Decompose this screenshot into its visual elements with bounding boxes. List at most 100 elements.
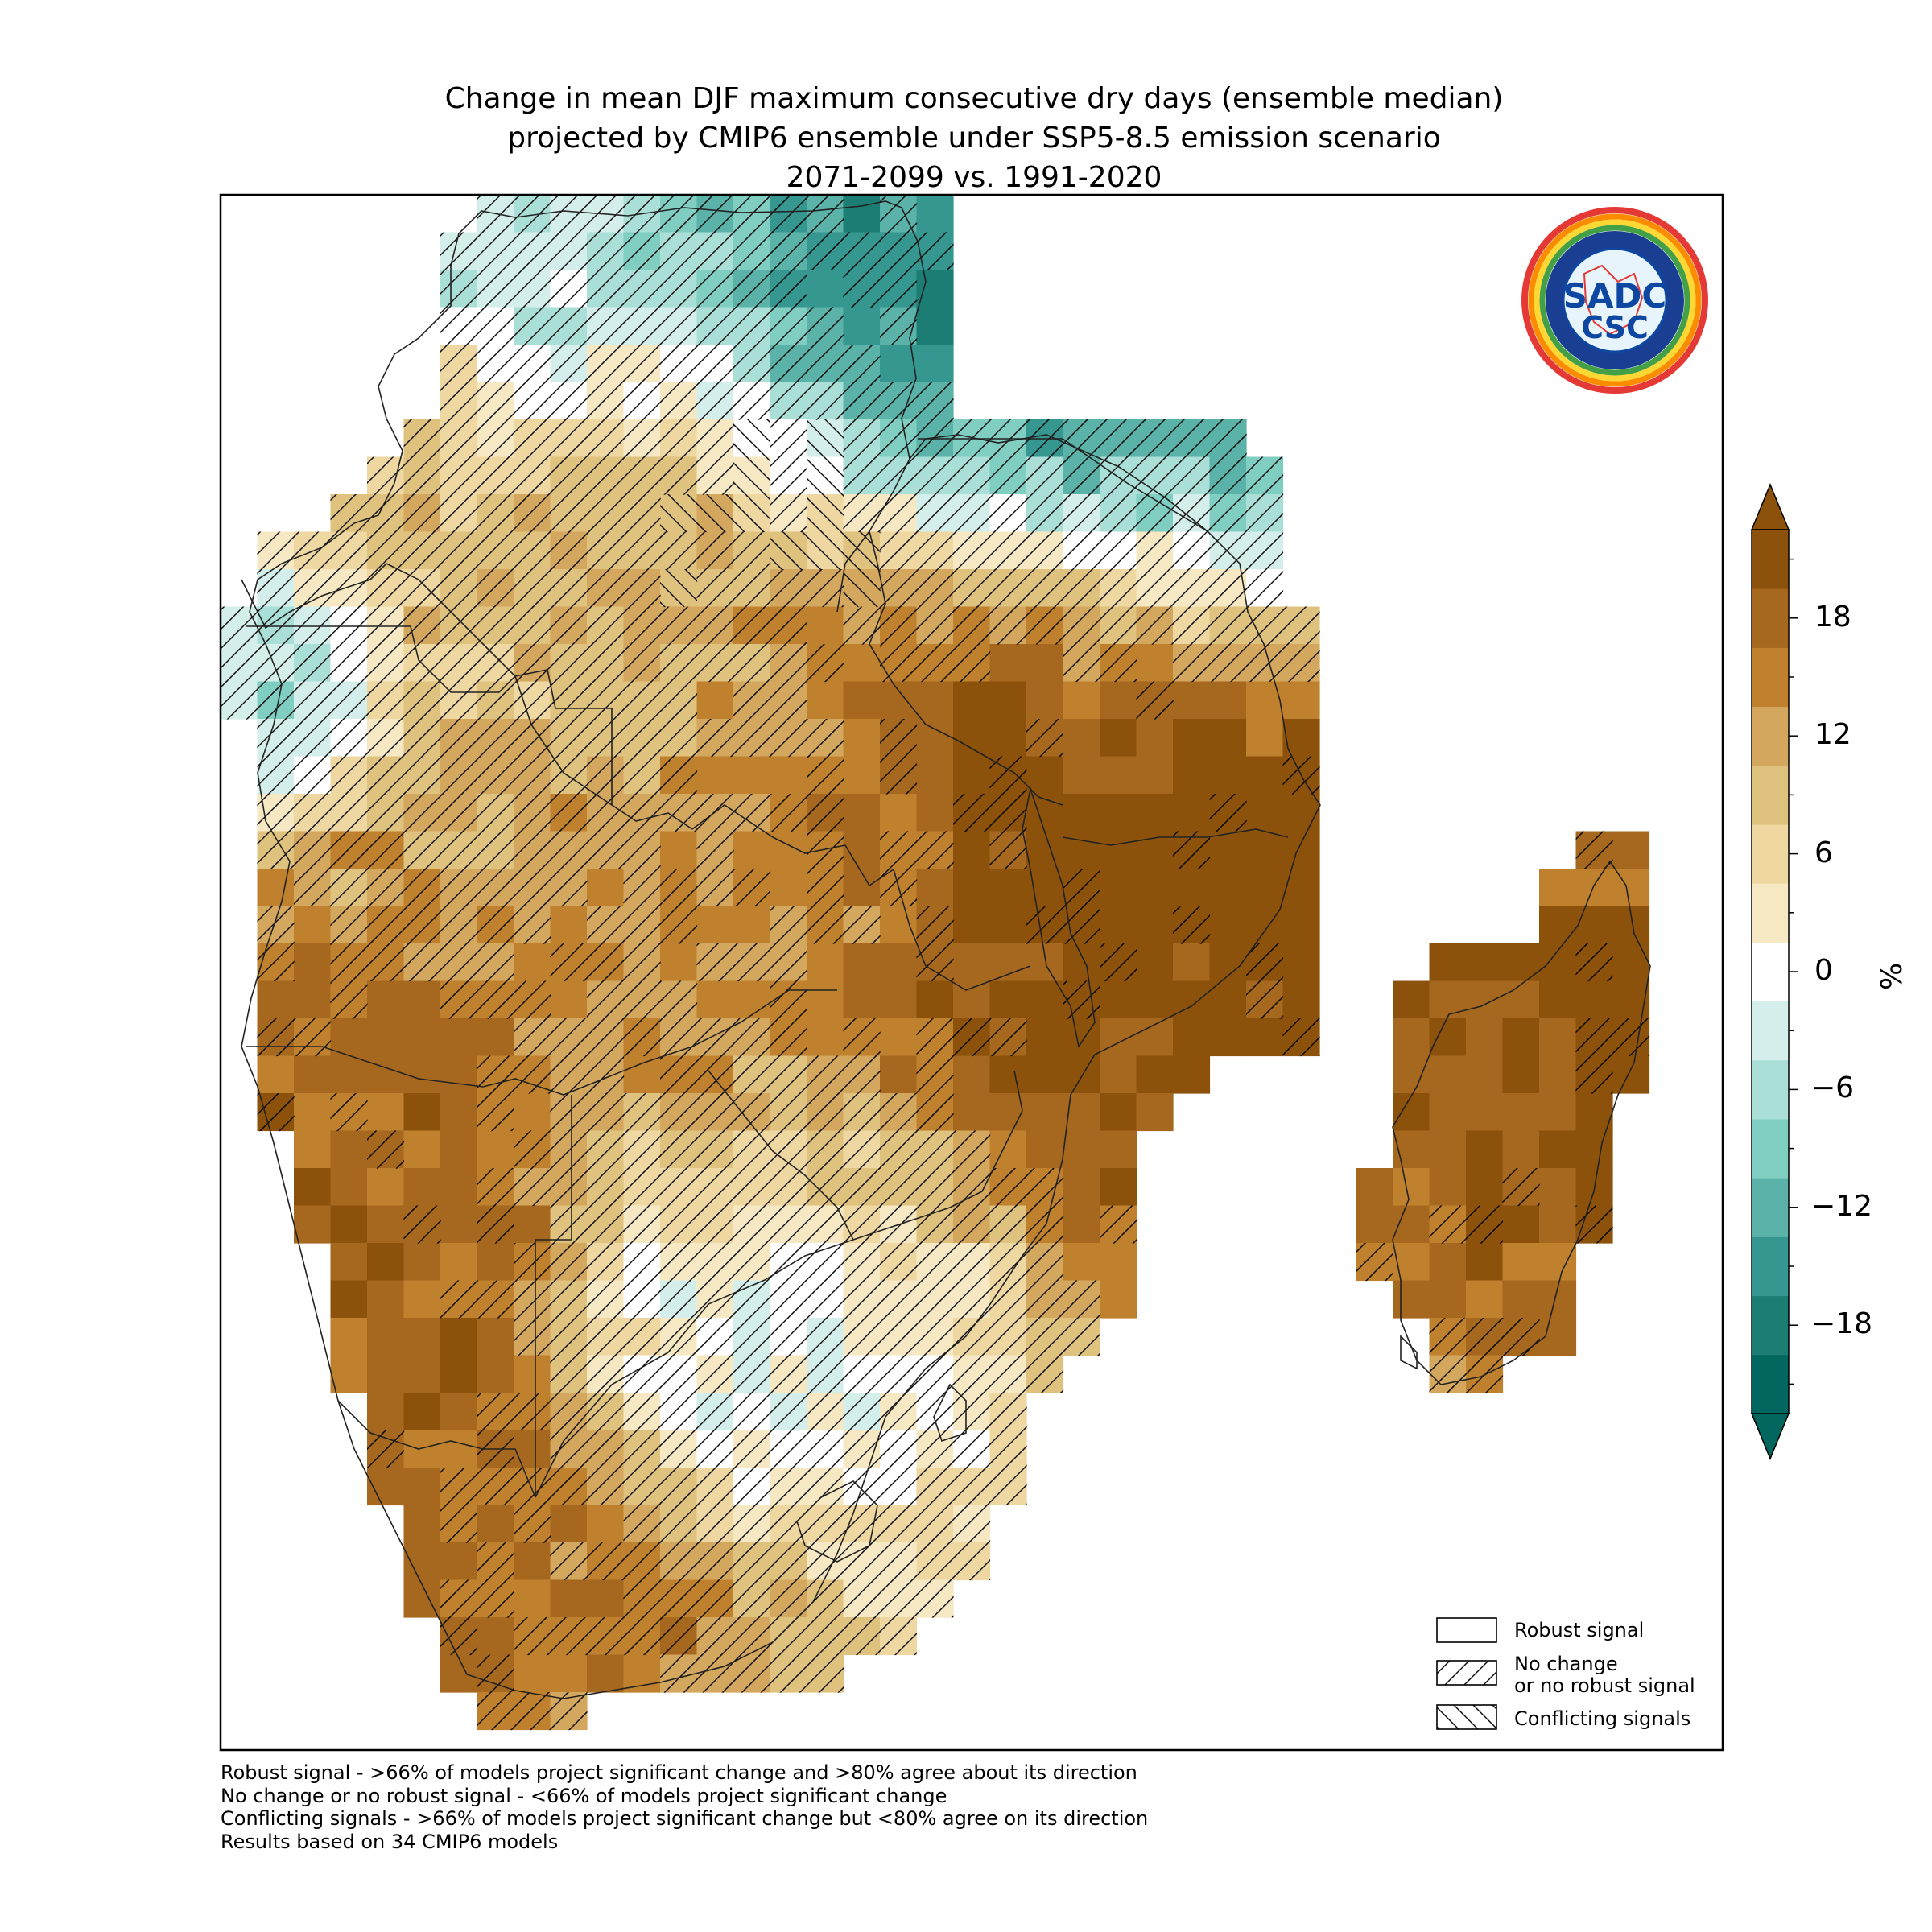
no-robust-hatch-cell	[953, 1280, 991, 1319]
no-robust-hatch-cell	[696, 531, 734, 570]
no-robust-hatch-cell	[1209, 606, 1247, 645]
no-robust-hatch-cell	[696, 943, 734, 982]
grid-cell	[514, 943, 551, 982]
no-robust-hatch-cell	[916, 831, 954, 869]
no-robust-hatch-cell	[221, 606, 258, 645]
colorbar-tick-label: 6	[1814, 836, 1833, 869]
no-robust-hatch-cell	[1063, 531, 1100, 570]
no-robust-hatch-cell	[953, 494, 991, 533]
no-robust-hatch-cell	[550, 1617, 588, 1656]
no-robust-hatch-cell	[1026, 606, 1064, 645]
no-robust-hatch-cell	[807, 1205, 844, 1244]
no-robust-hatch-cell	[989, 1468, 1027, 1506]
no-robust-hatch-cell	[696, 719, 734, 758]
no-robust-hatch-cell	[660, 1018, 698, 1057]
no-robust-hatch-cell	[623, 831, 661, 869]
country-borders	[241, 200, 1651, 1699]
no-robust-hatch-cell	[770, 456, 807, 495]
no-robust-hatch-cell	[1100, 606, 1137, 645]
colorbar-tick-label: −6	[1811, 1071, 1855, 1105]
no-robust-hatch-cell	[1612, 1018, 1650, 1057]
no-robust-hatch-cell	[294, 606, 332, 645]
no-robust-hatch-cell	[1026, 1318, 1064, 1356]
no-robust-hatch-cell	[880, 1542, 918, 1581]
no-robust-hatch-cell	[807, 644, 844, 683]
grid-cell	[1063, 794, 1100, 832]
grid-cell	[330, 1018, 368, 1057]
grid-cell	[1539, 1093, 1577, 1132]
no-robust-hatch-cell	[440, 1579, 478, 1618]
no-robust-hatch-cell	[514, 1130, 551, 1169]
colorbar-tick-label: −12	[1811, 1189, 1872, 1223]
no-robust-hatch-cell	[916, 1168, 954, 1207]
grid-cell	[367, 1168, 405, 1207]
no-robust-hatch-cell	[660, 606, 698, 645]
no-robust-hatch-cell	[477, 345, 514, 383]
no-robust-hatch-cell	[807, 1168, 844, 1207]
no-robust-hatch-cell	[1136, 419, 1174, 458]
grid-cell	[733, 756, 771, 795]
no-robust-hatch-cell	[660, 644, 698, 683]
grid-cell	[1539, 943, 1577, 982]
grid-cell	[1466, 1055, 1504, 1094]
no-robust-hatch-cell	[367, 569, 405, 608]
grid-cell	[1575, 869, 1613, 907]
no-robust-hatch-cell	[770, 494, 807, 533]
no-robust-hatch-cell	[953, 1355, 991, 1393]
grid-cell	[1466, 1280, 1504, 1319]
grid-cell	[1136, 980, 1174, 1019]
no-robust-hatch-cell	[696, 270, 734, 308]
no-robust-hatch-cell	[1173, 531, 1211, 570]
no-robust-hatch-cell	[807, 1393, 844, 1431]
no-robust-hatch-cell	[880, 1617, 918, 1656]
no-robust-hatch-cell	[916, 1130, 954, 1169]
no-robust-hatch-cell	[403, 681, 441, 720]
no-robust-hatch-cell	[440, 756, 478, 795]
legend-conflicting-swatch	[1436, 1704, 1497, 1730]
no-robust-hatch-cell	[1063, 644, 1100, 683]
no-robust-hatch-cell	[587, 1430, 625, 1468]
no-robust-hatch-cell	[1246, 494, 1284, 533]
grid-cell	[1173, 794, 1211, 832]
grid-cell	[1393, 1243, 1430, 1282]
grid-cell	[843, 943, 881, 982]
no-robust-hatch-cell	[330, 906, 368, 944]
no-robust-hatch-cell	[623, 906, 661, 944]
no-robust-hatch-cell	[770, 1355, 807, 1393]
no-robust-hatch-cell	[880, 456, 918, 495]
grid-cell	[1282, 719, 1320, 758]
no-robust-hatch-cell	[1063, 1280, 1100, 1319]
grid-cell	[660, 943, 698, 982]
grid-cell	[1173, 943, 1211, 982]
grid-cell	[403, 1468, 441, 1506]
no-robust-hatch-cell	[1209, 456, 1247, 495]
footnotes: Robust signal - >66% of models project s…	[221, 1761, 1148, 1853]
no-robust-hatch-cell	[550, 719, 588, 758]
no-robust-hatch-cell	[770, 195, 807, 233]
no-robust-hatch-cell	[880, 419, 918, 458]
no-robust-hatch-cell	[1136, 531, 1174, 570]
no-robust-hatch-cell	[660, 1055, 698, 1094]
grid-cell	[514, 1654, 551, 1693]
grid-cell	[880, 906, 918, 944]
grid-cell	[1612, 980, 1650, 1019]
no-robust-hatch-cell	[807, 1430, 844, 1468]
grid-cell	[1136, 906, 1174, 944]
grid-cell	[403, 1542, 441, 1581]
no-robust-hatch-cell	[880, 569, 918, 608]
no-robust-hatch-cell	[843, 1168, 881, 1207]
grid-cell	[1026, 681, 1064, 720]
no-robust-hatch-cell	[696, 644, 734, 683]
grid-cell	[880, 943, 918, 982]
grid-cell	[403, 1168, 441, 1207]
no-robust-hatch-cell	[550, 456, 588, 495]
grid-cell	[1575, 1093, 1613, 1132]
no-robust-hatch-cell	[770, 794, 807, 832]
no-robust-hatch-cell	[1173, 569, 1211, 608]
no-robust-hatch-cell	[1246, 606, 1284, 645]
no-robust-hatch-cell	[807, 869, 844, 907]
grid-cell	[843, 681, 881, 720]
grid-cell	[696, 980, 734, 1019]
grid-cell	[1282, 906, 1320, 944]
no-robust-hatch-cell	[1173, 906, 1211, 944]
